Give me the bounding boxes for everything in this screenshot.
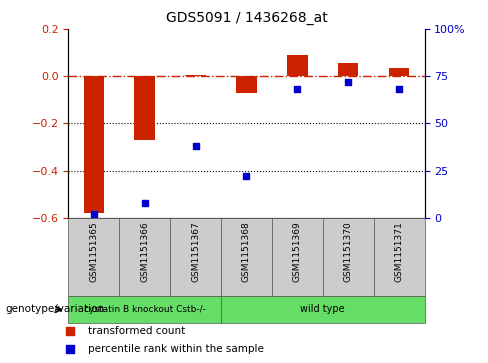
Bar (135, 76, 155, 140)
Bar (185, 75, 206, 76)
Bar (221, 218, 272, 296)
Bar (119, 218, 170, 296)
Point (243, 174, 250, 179)
Bar (68, 218, 119, 296)
Bar (389, 68, 409, 76)
Point (293, 86, 301, 92)
Text: genotype/variation: genotype/variation (5, 305, 104, 314)
Bar (323, 218, 374, 296)
Bar (272, 218, 323, 296)
Bar (221, 296, 425, 323)
Bar (170, 218, 221, 296)
Bar (374, 218, 425, 296)
Bar (83, 76, 104, 213)
Text: GSM1151368: GSM1151368 (242, 222, 251, 282)
Text: GSM1151370: GSM1151370 (344, 222, 353, 282)
Bar (338, 63, 358, 76)
Point (65, 328, 74, 334)
Text: GSM1151369: GSM1151369 (293, 222, 302, 282)
Text: GSM1151365: GSM1151365 (89, 222, 98, 282)
Text: wild type: wild type (301, 305, 345, 314)
Point (65, 346, 74, 352)
Point (90, 211, 98, 217)
Point (345, 79, 352, 85)
Point (395, 86, 403, 92)
Bar (236, 76, 257, 93)
Text: GSM1151371: GSM1151371 (395, 222, 404, 282)
Point (192, 143, 200, 149)
Text: GSM1151367: GSM1151367 (191, 222, 200, 282)
Text: transformed count: transformed count (88, 326, 185, 336)
Text: cystatin B knockout Cstb-/-: cystatin B knockout Cstb-/- (84, 305, 205, 314)
Title: GDS5091 / 1436268_at: GDS5091 / 1436268_at (165, 11, 327, 25)
Text: percentile rank within the sample: percentile rank within the sample (88, 344, 264, 354)
Bar (287, 55, 307, 76)
Text: GSM1151366: GSM1151366 (140, 222, 149, 282)
Bar (68, 296, 221, 323)
Point (141, 200, 148, 205)
